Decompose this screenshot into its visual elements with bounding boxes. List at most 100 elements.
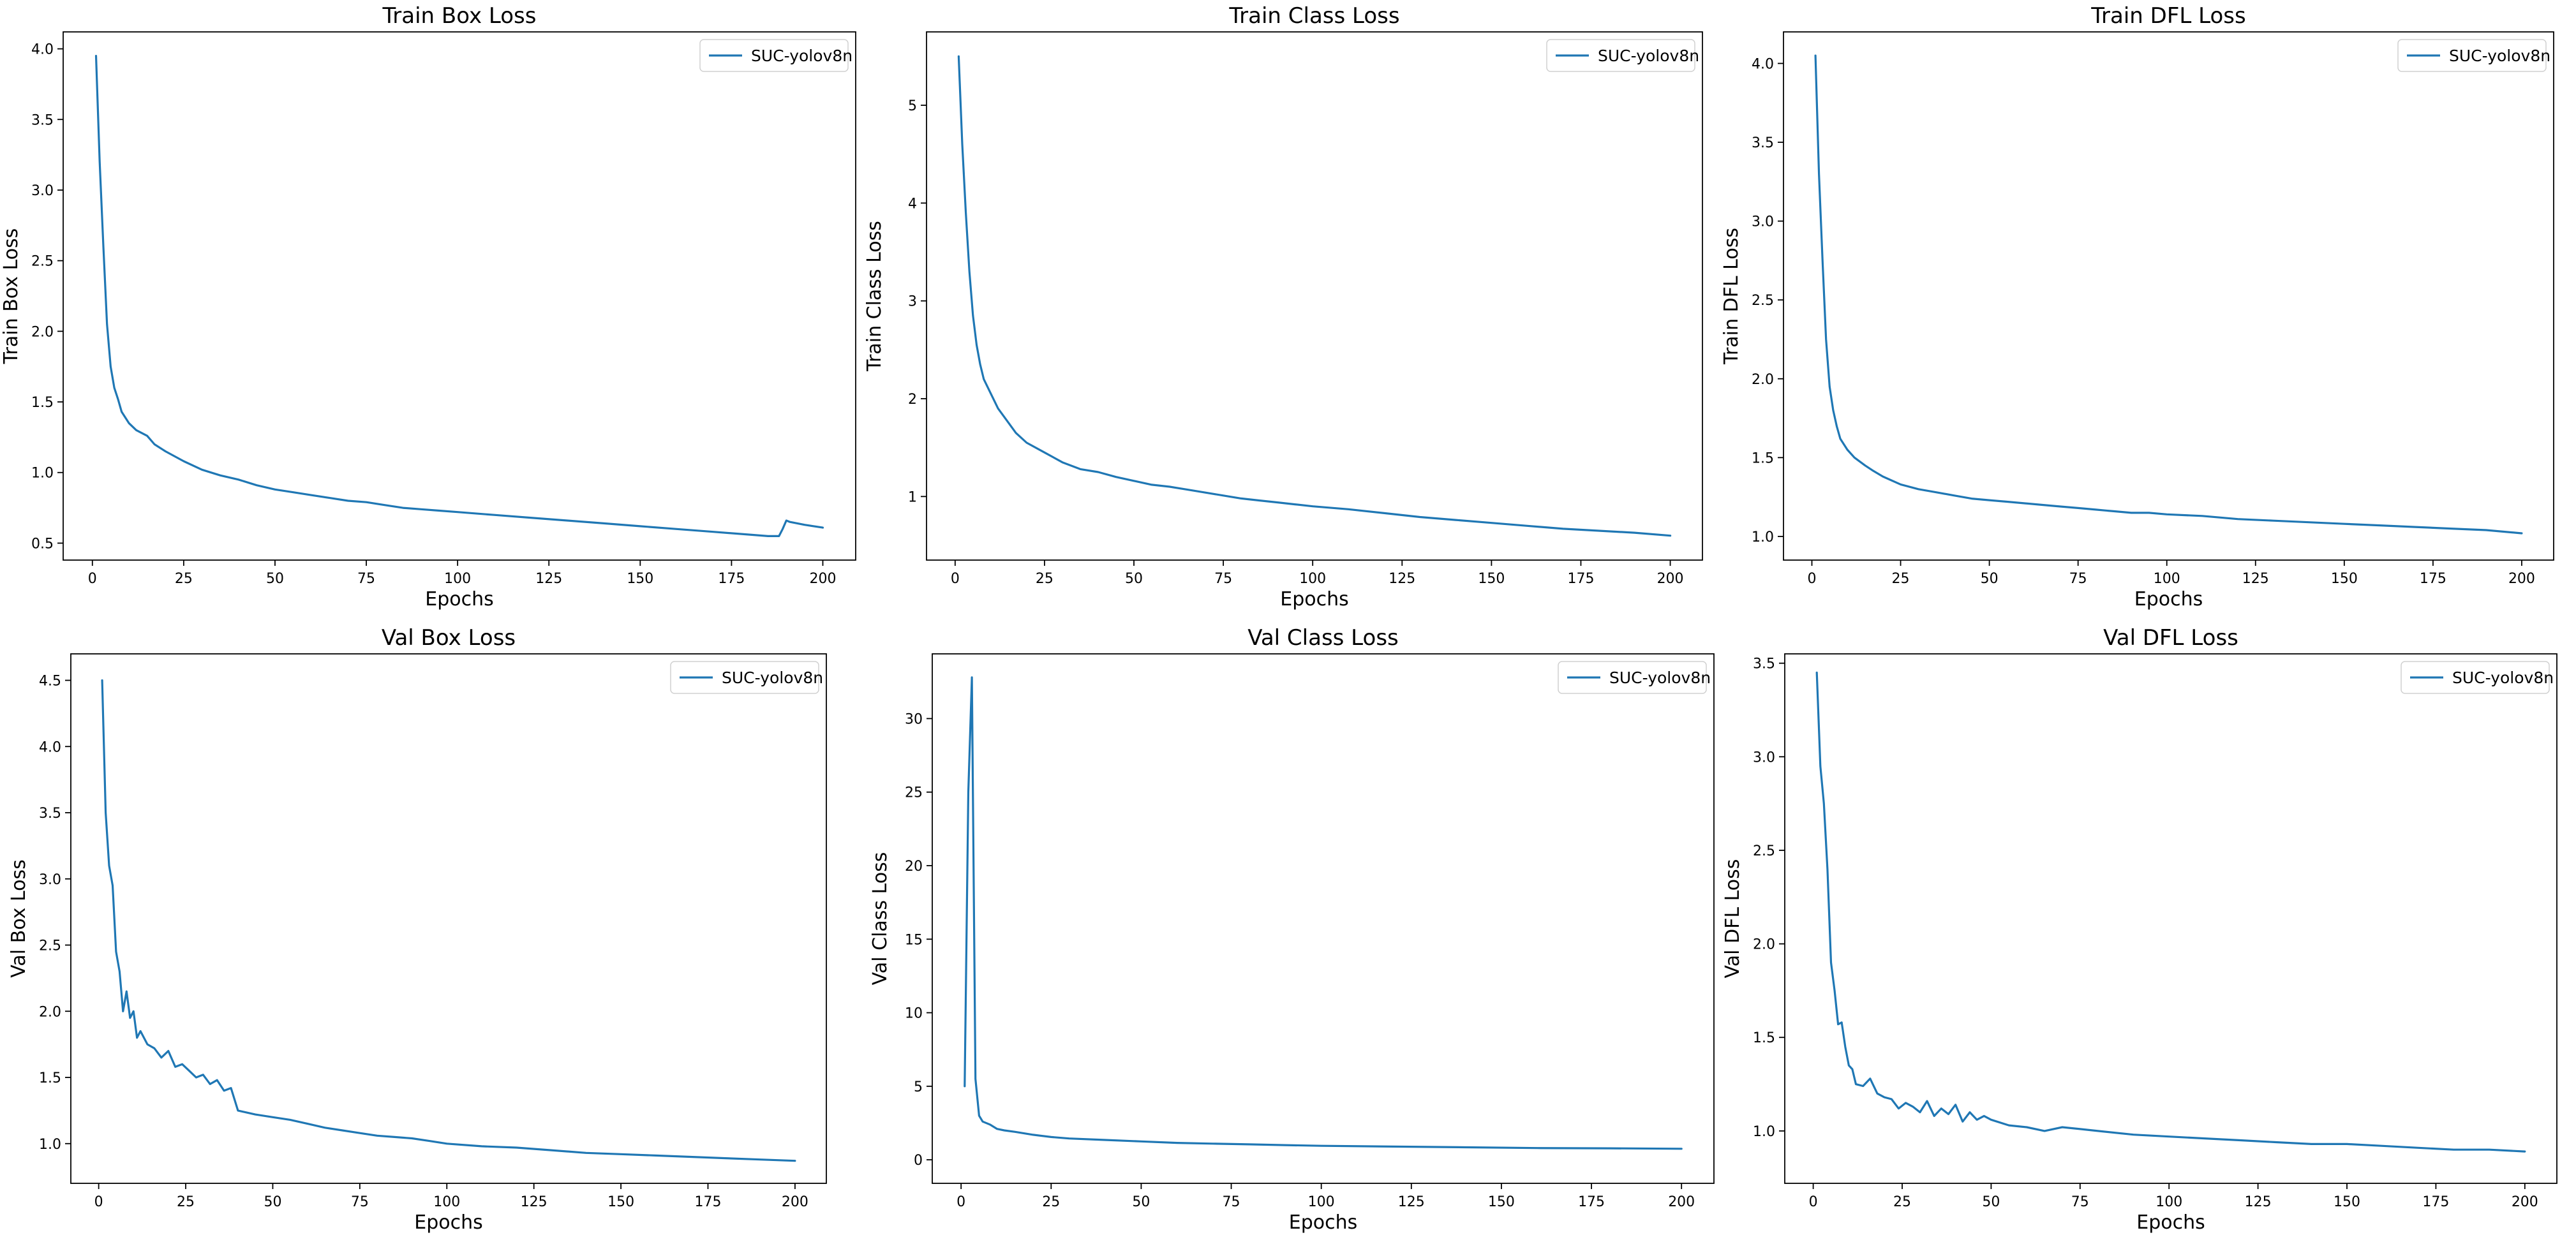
legend-label: SUC-yolov8n — [722, 669, 823, 687]
axes-frame — [63, 31, 856, 561]
legend: SUC-yolov8n — [2401, 661, 2554, 694]
x-tick-label: 50 — [1981, 571, 1999, 587]
y-axis-label: Val DFL Loss — [1722, 859, 1744, 979]
x-tick-label: 50 — [1132, 1194, 1150, 1210]
chart-panel-3: Train DFL Loss 0 25 50 75 100 125 150 175 200 1.0 1… — [1720, 3, 2554, 610]
y-tick-label: 20 — [905, 859, 923, 875]
legend-box — [1558, 661, 1707, 694]
y-tick-label: 2.5 — [31, 254, 54, 270]
x-tick-label: 125 — [2245, 1194, 2272, 1210]
y-tick-label: 15 — [905, 932, 923, 948]
x-tick-label: 125 — [521, 1194, 547, 1210]
y-tick-label: 1.5 — [1753, 1030, 1775, 1046]
y-axis-label: Train Box Loss — [0, 228, 22, 365]
x-axis-label: Epochs — [2136, 1211, 2205, 1234]
x-tick-label: 175 — [718, 571, 745, 587]
axes-frame — [926, 31, 1703, 561]
y-tick-label: 3 — [908, 294, 917, 310]
series-line — [1814, 54, 2523, 535]
x-axis-label: Epochs — [1289, 1211, 1358, 1234]
legend-label: SUC-yolov8n — [2452, 669, 2554, 687]
chart-panel-5: Val Class Loss 0 25 50 75 100 125 150 175 200 0 5 10… — [869, 625, 1715, 1234]
axes-frame — [1783, 31, 2554, 561]
y-tick-label: 30 — [905, 711, 923, 727]
y-tick-label: 3.5 — [1753, 656, 1775, 672]
x-tick-label: 0 — [94, 1194, 103, 1210]
y-tick-label: 25 — [905, 785, 923, 801]
x-tick-label: 75 — [1214, 571, 1232, 587]
x-tick-label: 100 — [1308, 1194, 1335, 1210]
x-tick-label: 150 — [627, 571, 653, 587]
y-axis-label: Train Class Loss — [863, 221, 886, 372]
chart-panel-4: Val Box Loss 0 25 50 75 100 125 150 175 200 1.0 1.5… — [8, 625, 827, 1234]
x-tick-label: 50 — [266, 571, 284, 587]
y-tick-label: 3.0 — [1753, 750, 1775, 765]
chart-title: Val DFL Loss — [2103, 625, 2238, 651]
x-tick-label: 200 — [1668, 1194, 1695, 1210]
legend-box — [699, 39, 849, 72]
legend-label: SUC-yolov8n — [1598, 47, 1699, 65]
legend-box — [670, 661, 819, 694]
y-axis-label: Val Box Loss — [8, 859, 30, 978]
legend-box — [2397, 39, 2547, 72]
y-tick-label: 1.5 — [1752, 450, 1774, 466]
axes-frame — [932, 653, 1715, 1184]
x-tick-label: 100 — [2155, 1194, 2182, 1210]
y-tick-label: 5 — [914, 1079, 923, 1095]
y-tick-label: 2.0 — [1753, 937, 1775, 953]
x-tick-label: 0 — [88, 571, 97, 587]
x-tick-label: 25 — [1036, 571, 1053, 587]
x-axis-label: Epochs — [1280, 588, 1349, 610]
y-tick-label: 1 — [908, 489, 917, 505]
x-axis-label: Epochs — [414, 1211, 483, 1234]
x-tick-label: 125 — [1398, 1194, 1425, 1210]
x-tick-label: 25 — [1893, 1194, 1911, 1210]
x-tick-label: 150 — [2334, 1194, 2360, 1210]
x-tick-label: 200 — [2512, 1194, 2538, 1210]
y-tick-label: 0.5 — [31, 536, 54, 552]
y-tick-label: 2.5 — [1753, 843, 1775, 859]
x-tick-label: 150 — [1478, 571, 1505, 587]
y-tick-label: 2 — [908, 392, 917, 408]
legend-label: SUC-yolov8n — [751, 47, 852, 65]
y-tick-label: 2.5 — [1752, 293, 1774, 309]
chart-title: Train Box Loss — [382, 3, 537, 29]
y-axis-label: Val Class Loss — [869, 852, 891, 986]
x-tick-label: 75 — [351, 1194, 369, 1210]
y-tick-label: 4.0 — [39, 739, 61, 755]
x-tick-label: 125 — [1389, 571, 1415, 587]
y-tick-label: 10 — [905, 1006, 923, 1022]
y-tick-label: 2.5 — [39, 938, 61, 954]
y-tick-label: 3.5 — [39, 806, 61, 822]
x-tick-label: 200 — [809, 571, 836, 587]
y-tick-label: 5 — [908, 98, 917, 114]
y-tick-label: 1.0 — [1752, 529, 1774, 545]
x-tick-label: 75 — [2069, 571, 2087, 587]
x-tick-label: 175 — [2420, 571, 2446, 587]
y-tick-label: 4 — [908, 196, 917, 212]
x-tick-label: 200 — [1657, 571, 1684, 587]
y-tick-label: 4.0 — [1752, 56, 1774, 72]
x-tick-label: 150 — [607, 1194, 634, 1210]
x-tick-label: 75 — [357, 571, 375, 587]
y-tick-label: 4.0 — [31, 42, 54, 58]
y-axis-label: Train DFL Loss — [1720, 228, 1743, 365]
x-tick-label: 175 — [1567, 571, 1594, 587]
y-tick-label: 1.0 — [1753, 1124, 1775, 1140]
legend-box — [1546, 39, 1695, 72]
chart-title: Train Class Loss — [1228, 3, 1399, 29]
y-tick-label: 3.5 — [1752, 135, 1774, 151]
y-tick-label: 3.0 — [1752, 214, 1774, 230]
legend: SUC-yolov8n — [670, 661, 823, 694]
legend: SUC-yolov8n — [699, 39, 852, 72]
x-tick-label: 125 — [2242, 571, 2269, 587]
series-line — [101, 679, 796, 1162]
y-tick-label: 3.0 — [31, 183, 54, 199]
x-tick-label: 175 — [694, 1194, 721, 1210]
series-line — [964, 676, 1683, 1150]
axes-frame — [70, 653, 827, 1184]
axes-frame — [1784, 653, 2557, 1184]
y-tick-label: 0 — [914, 1153, 923, 1169]
x-tick-label: 100 — [433, 1194, 460, 1210]
